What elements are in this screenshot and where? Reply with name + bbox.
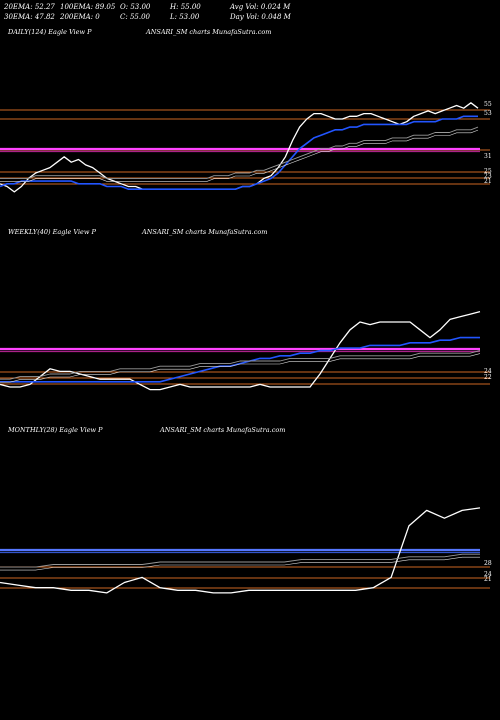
header-stats: 20EMA: 52.27 100EMA: 89.05 O: 53.00 H: 5… (3, 3, 292, 21)
daily-title: DAILY(124) Eagle View P (7, 28, 92, 36)
ema_fast-line (0, 115, 478, 190)
level-label: 25 (484, 168, 492, 175)
header-day-vol: Day Vol: 0.048 M (229, 13, 292, 21)
ema_fast-line (0, 336, 480, 383)
header-low: L: 53.00 (169, 13, 200, 21)
header-high: H: 55.00 (169, 3, 201, 11)
header-ema200: 200EMA: 0 (59, 13, 100, 21)
weekly-source: ANSARI_SM charts MunafaSutra.com (141, 228, 267, 236)
header-ema100: 100EMA: 89.05 (60, 3, 116, 11)
header-close: C: 55.00 (120, 13, 151, 21)
header-avg-vol: Avg Vol: 0.024 M (229, 3, 291, 11)
weekly-panel: WEEKLY(40) Eagle View P ANSARI_SM charts… (0, 228, 492, 391)
weekly-title: WEEKLY(40) Eagle View P (8, 228, 97, 236)
ema_slow-line (0, 350, 481, 380)
header-ema20: 20EMA: 52.27 (3, 3, 55, 11)
level-label: 23 (484, 173, 492, 180)
level-label: 53 (484, 110, 492, 117)
ema-slow-line-2 (0, 353, 481, 383)
level-label: 21 (484, 576, 492, 583)
ema-slow-line-2 (0, 556, 480, 571)
level-label: 22 (484, 374, 492, 381)
monthly-panel: MONTHLY(28) Eagle View P ANSARI_SM chart… (0, 426, 492, 594)
monthly-source: ANSARI_SM charts MunafaSutra.com (159, 426, 285, 434)
monthly-title: MONTHLY(28) Eagle View P (7, 426, 103, 434)
daily-source: ANSARI_SM charts MunafaSutra.com (145, 28, 271, 36)
ema_slow-line (0, 126, 479, 179)
header-ema30: 30EMA: 47.82 (4, 13, 55, 21)
level-label: 24 (484, 368, 492, 375)
header-open: O: 53.00 (120, 3, 151, 11)
level-label: 24 (484, 571, 492, 578)
daily-panel: DAILY(124) Eagle View P ANSARI_SM charts… (0, 28, 492, 193)
ema_slow-line (0, 553, 480, 568)
ema-slow-line-2 (0, 129, 479, 182)
level-label: 28 (484, 560, 492, 567)
level-label: 31 (484, 153, 492, 160)
price-line (0, 507, 481, 594)
price-line (0, 310, 481, 391)
level-label: 21 (484, 178, 492, 185)
level-label: 55 (484, 101, 492, 108)
